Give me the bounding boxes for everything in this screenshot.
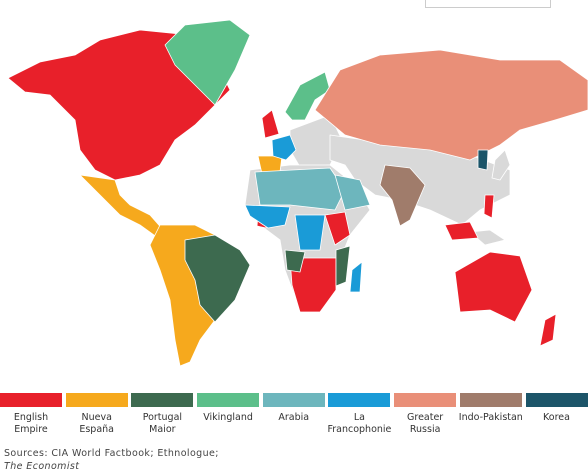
region [254,167,346,211]
legend-item: Korea [525,393,588,436]
region [335,245,351,287]
region [454,251,533,323]
legend-item: Vikingland [197,393,260,436]
region [349,261,363,293]
legend-swatch [131,393,194,407]
legend-swatch [65,393,128,407]
region [184,234,251,323]
region [444,221,479,241]
region [379,164,426,227]
legend-label: English Empire [13,412,49,435]
sources-text: Sources: CIA World Factbook; Ethnologue; [4,448,219,459]
legend-item: La Francophonie [327,393,392,436]
region [244,204,291,229]
sources: Sources: CIA World Factbook; Ethnologue;… [4,447,219,473]
publication: The Economist [4,461,80,472]
legend-item: Nueva España [65,393,128,436]
legend-label: Portugal Maior [142,412,183,435]
region [284,71,331,121]
region [314,49,588,161]
legend-item: Indo-Pakistan [458,393,523,436]
legend-item: English Empire [0,393,62,436]
legend-swatch [197,393,260,407]
legend-label: Indo-Pakistan [458,412,523,423]
legend-swatch [0,393,62,407]
region [271,134,297,161]
legend-item: Arabia [262,393,325,436]
legend-label: Arabia [278,412,310,423]
region [164,19,251,106]
region [469,229,506,246]
region [483,194,495,219]
region [491,149,511,181]
region [334,174,371,211]
legend-label: Greater Russia [407,412,444,435]
legend-item: Greater Russia [394,393,457,436]
legend-label: La Francophonie [327,412,392,435]
legend-label: Korea [543,412,570,423]
region [261,109,280,139]
region [79,174,166,239]
legend-swatch [328,393,391,407]
legend: English Empire Nueva España Portugal Maior… [0,393,588,436]
world-map [7,19,588,367]
legend-label: Vikingland [203,412,253,423]
legend-swatch [525,393,588,407]
legend-item: Portugal Maior [131,393,194,436]
region [284,249,306,273]
region [7,29,231,181]
region [539,313,557,347]
search-box[interactable] [425,0,551,8]
legend-label: Nueva España [79,412,115,435]
region [294,214,326,251]
region [324,211,351,246]
legend-swatch [459,393,522,407]
region [477,149,489,171]
legend-swatch [394,393,457,407]
legend-swatch [262,393,325,407]
